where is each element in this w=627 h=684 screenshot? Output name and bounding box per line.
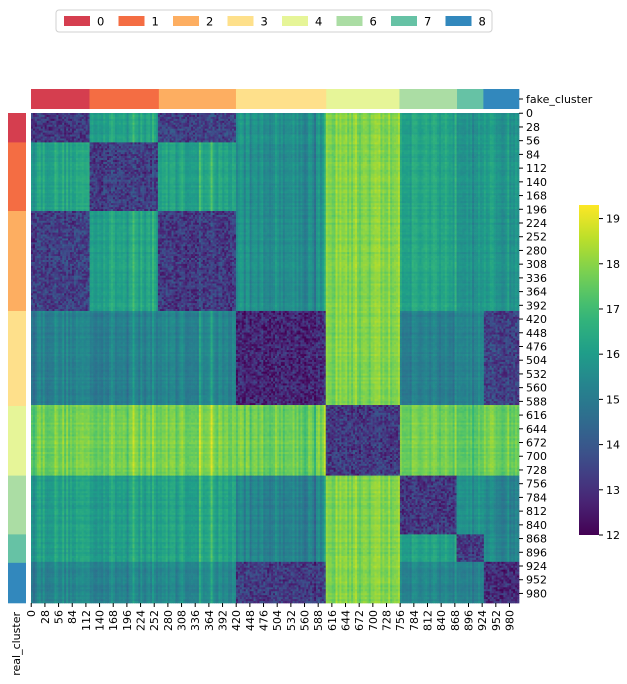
- legend-label-0: 0: [97, 15, 104, 29]
- heatmap: [31, 113, 519, 603]
- legend-swatch-7: [391, 16, 417, 26]
- real-cluster-segment-1: [8, 142, 26, 211]
- legend-label-2: 2: [206, 15, 213, 29]
- fake-cluster-segment-8: [483, 89, 519, 109]
- fake-cluster-color-bar: [31, 89, 523, 109]
- fake-cluster-label: fake_cluster: [526, 93, 593, 106]
- real-cluster-segment-2: [8, 211, 26, 311]
- real-cluster-segment-4: [8, 406, 26, 476]
- legend-label-4: 4: [315, 15, 322, 29]
- fake-cluster-segment-2: [159, 89, 236, 109]
- legend: 0 1 2 3 4 6 7 8: [56, 10, 492, 32]
- fake-cluster-segment-3: [236, 89, 327, 109]
- real-cluster-segment-7: [8, 534, 26, 563]
- real-cluster-segment-6: [8, 476, 26, 535]
- legend-swatch-8: [446, 16, 472, 26]
- legend-swatch-2: [173, 16, 199, 26]
- legend-swatch-4: [282, 16, 308, 26]
- legend-label-6: 6: [370, 15, 377, 29]
- legend-swatch-0: [64, 16, 90, 26]
- real-cluster-segment-3: [8, 311, 26, 406]
- legend-label-1: 1: [152, 15, 159, 29]
- legend-label-3: 3: [261, 15, 268, 29]
- legend-label-8: 8: [479, 15, 486, 29]
- legend-swatch-6: [337, 16, 363, 26]
- real-cluster-color-bar: [8, 113, 26, 603]
- legend-swatch-1: [119, 16, 145, 26]
- real-cluster-segment-0: [8, 113, 26, 143]
- fake-cluster-segment-0: [31, 89, 90, 109]
- real-cluster-segment-8: [8, 563, 26, 603]
- fake-cluster-segment-4: [326, 89, 400, 109]
- legend-label-7: 7: [424, 15, 431, 29]
- fake-cluster-segment-6: [399, 89, 457, 109]
- legend-swatch-3: [228, 16, 254, 26]
- fake-cluster-segment-7: [457, 89, 484, 109]
- fake-cluster-segment-1: [90, 89, 160, 109]
